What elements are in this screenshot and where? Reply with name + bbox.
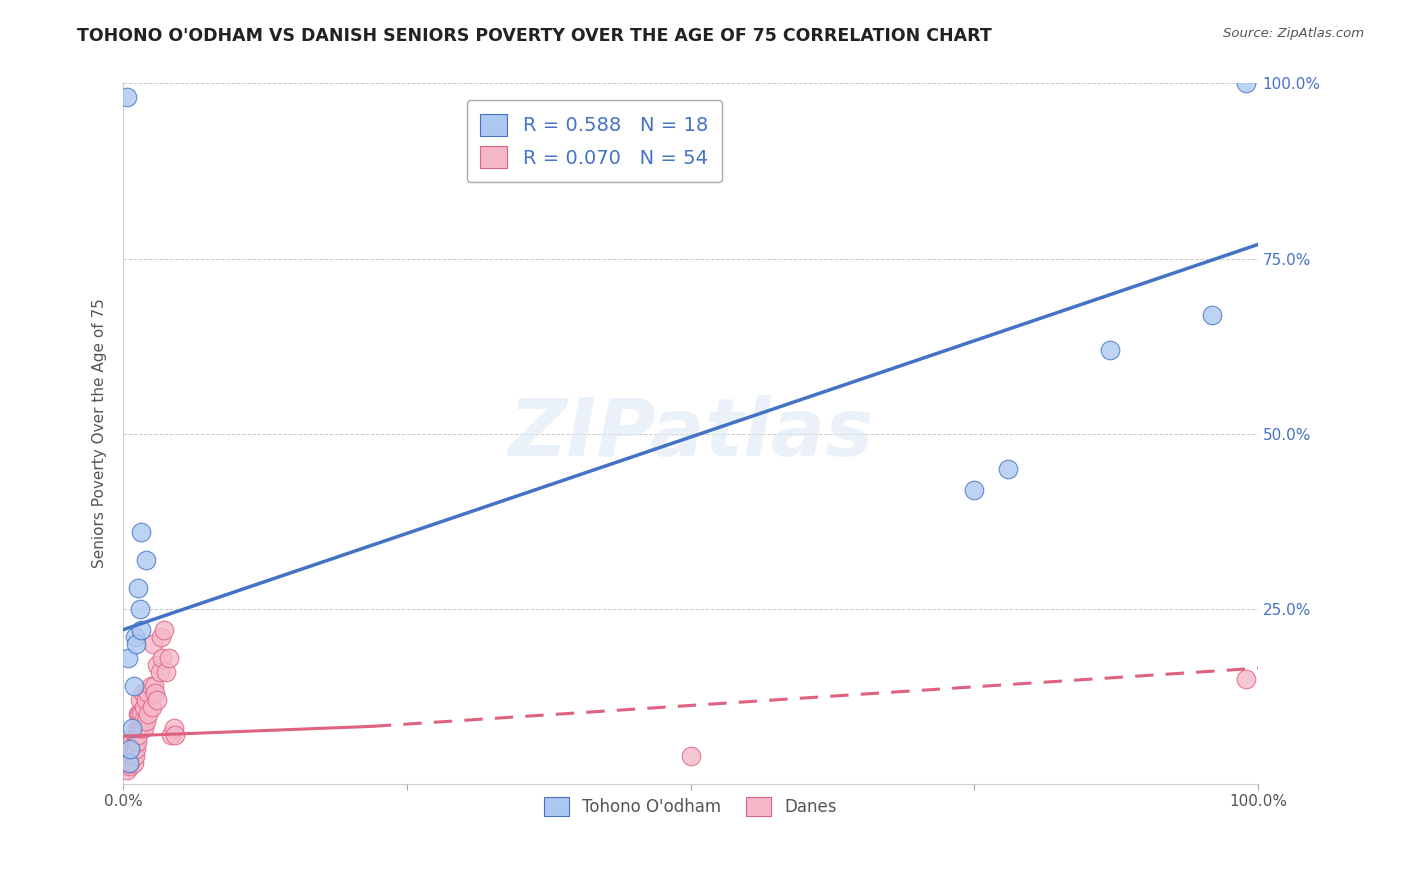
Point [153, 623, 176, 637]
Point [146, 692, 169, 706]
Point [146, 657, 169, 672]
Point [127, 581, 149, 595]
Point [135, 552, 157, 566]
Y-axis label: Seniors Poverty Over the Age of 75: Seniors Poverty Over the Age of 75 [93, 299, 107, 568]
Point [120, 748, 142, 763]
Point [679, 748, 702, 763]
Point [129, 692, 152, 706]
Point [131, 623, 153, 637]
Point [142, 679, 165, 693]
Point [149, 665, 172, 679]
Point [131, 524, 153, 539]
Point [124, 630, 146, 644]
Point [122, 756, 145, 770]
Point [129, 601, 152, 615]
Point [132, 699, 155, 714]
Point [117, 756, 139, 770]
Point [1099, 343, 1122, 357]
Point [125, 721, 148, 735]
Point [129, 714, 152, 728]
Point [128, 721, 150, 735]
Point [115, 763, 138, 777]
Point [132, 721, 155, 735]
Point [139, 679, 162, 693]
Point [125, 735, 148, 749]
Point [131, 686, 153, 700]
Point [120, 741, 142, 756]
Point [131, 706, 153, 721]
Text: Source: ZipAtlas.com: Source: ZipAtlas.com [1223, 27, 1364, 40]
Point [127, 706, 149, 721]
Point [150, 650, 173, 665]
Point [1201, 308, 1223, 322]
Point [142, 637, 165, 651]
Point [118, 752, 141, 766]
Text: TOHONO O'ODHAM VS DANISH SENIORS POVERTY OVER THE AGE OF 75 CORRELATION CHART: TOHONO O'ODHAM VS DANISH SENIORS POVERTY… [77, 27, 993, 45]
Point [118, 748, 141, 763]
Point [149, 630, 172, 644]
Point [136, 706, 159, 721]
Point [131, 714, 153, 728]
Point [117, 748, 139, 763]
Point [125, 741, 148, 756]
Point [122, 741, 145, 756]
Point [135, 714, 157, 728]
Text: ZIPatlas: ZIPatlas [508, 394, 873, 473]
Point [157, 650, 180, 665]
Point [135, 692, 157, 706]
Point [125, 728, 148, 742]
Legend: Tohono O'odham, Danes: Tohono O'odham, Danes [536, 789, 845, 824]
Point [118, 756, 141, 770]
Point [127, 728, 149, 742]
Point [121, 735, 143, 749]
Point [160, 728, 183, 742]
Point [120, 741, 142, 756]
Point [997, 461, 1019, 475]
Point [155, 665, 177, 679]
Point [136, 686, 159, 700]
Point [143, 686, 166, 700]
Point [128, 706, 150, 721]
Point [141, 699, 163, 714]
Point [124, 735, 146, 749]
Point [1236, 672, 1258, 686]
Point [1236, 77, 1258, 91]
Point [114, 759, 136, 773]
Point [117, 650, 139, 665]
Point [124, 748, 146, 763]
Point [125, 637, 148, 651]
Point [115, 90, 138, 104]
Point [131, 721, 153, 735]
Point [120, 756, 142, 770]
Point [122, 679, 145, 693]
Point [163, 721, 186, 735]
Point [120, 759, 142, 773]
Point [121, 748, 143, 763]
Point [121, 721, 143, 735]
Point [165, 728, 187, 742]
Point [963, 483, 986, 497]
